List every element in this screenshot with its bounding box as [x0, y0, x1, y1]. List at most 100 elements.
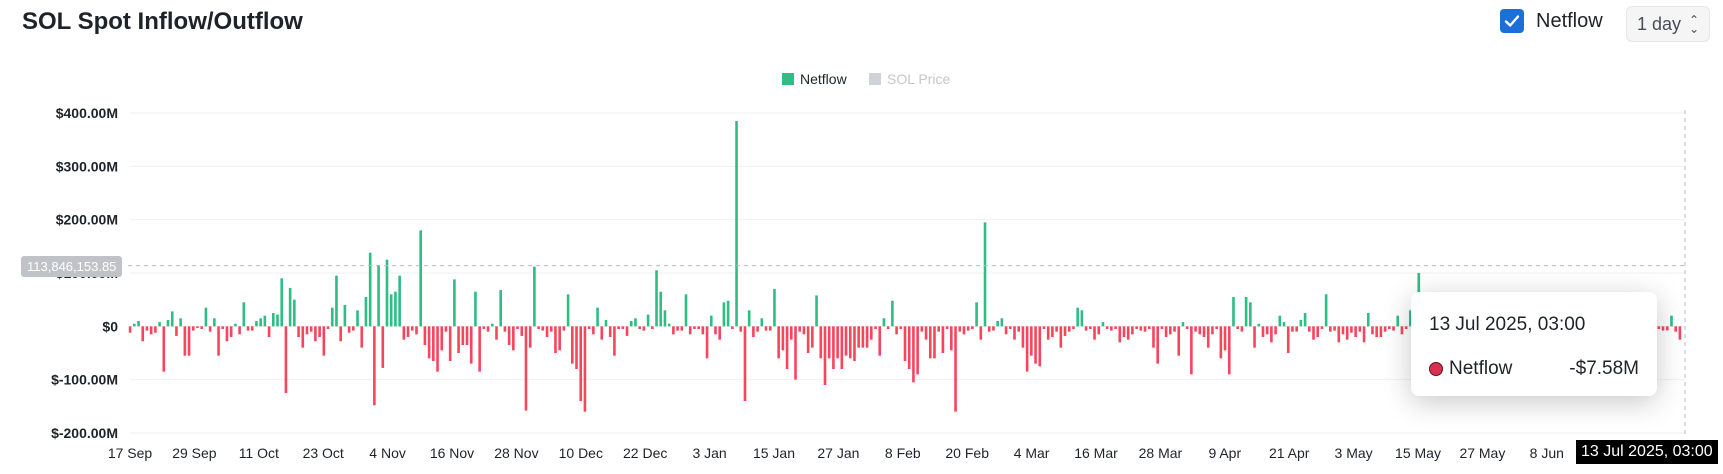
netflow-bar[interactable] [651, 326, 654, 329]
netflow-bar[interactable] [1249, 302, 1252, 327]
netflow-bar[interactable] [512, 326, 515, 351]
netflow-bar[interactable] [617, 326, 620, 329]
netflow-bar[interactable] [141, 326, 145, 342]
netflow-bar[interactable] [1282, 322, 1286, 327]
netflow-bar[interactable] [1030, 326, 1033, 356]
netflow-bar[interactable] [920, 326, 924, 332]
netflow-bar[interactable] [1000, 318, 1004, 327]
netflow-bar[interactable] [874, 326, 877, 329]
netflow-bar[interactable] [1126, 326, 1130, 340]
netflow-bar[interactable] [133, 323, 136, 327]
netflow-bar[interactable] [330, 307, 334, 327]
netflow-bar[interactable] [217, 326, 220, 356]
netflow-bar[interactable] [398, 275, 401, 327]
netflow-bar[interactable] [705, 326, 709, 359]
netflow-bar[interactable] [583, 326, 587, 412]
netflow-bar[interactable] [1185, 326, 1189, 329]
netflow-bar[interactable] [1329, 326, 1332, 332]
netflow-bar[interactable] [436, 326, 439, 372]
netflow-bar[interactable] [533, 266, 536, 327]
netflow-bar[interactable] [853, 326, 856, 361]
netflow-bar[interactable] [415, 326, 418, 335]
netflow-bar[interactable] [318, 326, 321, 337]
netflow-bar[interactable] [1173, 326, 1176, 332]
netflow-bar[interactable] [634, 318, 637, 327]
netflow-bar[interactable] [554, 326, 557, 353]
netflow-bar[interactable] [1354, 326, 1357, 337]
netflow-bar[interactable] [191, 326, 195, 331]
netflow-bar[interactable] [823, 326, 827, 385]
netflow-bar[interactable] [596, 307, 599, 327]
netflow-bar[interactable] [444, 326, 448, 332]
netflow-bar[interactable] [250, 326, 254, 331]
netflow-bar[interactable] [1122, 326, 1126, 337]
netflow-bar[interactable] [524, 326, 528, 411]
netflow-bar[interactable] [385, 259, 389, 327]
netflow-bar[interactable] [1657, 326, 1661, 329]
netflow-bar[interactable] [811, 326, 814, 348]
netflow-bar[interactable] [1147, 326, 1151, 329]
netflow-bar[interactable] [1025, 326, 1029, 372]
netflow-bar[interactable] [1143, 326, 1147, 332]
netflow-bar[interactable] [183, 326, 187, 356]
netflow-bar[interactable] [937, 326, 940, 332]
netflow-bar[interactable] [440, 326, 444, 351]
netflow-bar[interactable] [726, 300, 730, 327]
netflow-bar[interactable] [478, 326, 481, 372]
netflow-bar[interactable] [735, 121, 738, 327]
netflow-bar[interactable] [1067, 326, 1071, 332]
netflow-bar[interactable] [1333, 326, 1336, 331]
netflow-bar[interactable] [474, 291, 477, 327]
netflow-bar[interactable] [954, 326, 957, 412]
netflow-bar[interactable] [267, 326, 271, 337]
netflow-bar[interactable] [773, 289, 776, 327]
netflow-bar[interactable] [625, 326, 629, 336]
netflow-bar[interactable] [802, 326, 806, 335]
netflow-bar[interactable] [326, 326, 330, 329]
netflow-bar[interactable] [389, 294, 393, 327]
netflow-bar[interactable] [1021, 326, 1025, 348]
netflow-bar[interactable] [760, 318, 764, 327]
netflow-bar[interactable] [1278, 315, 1282, 327]
netflow-bar[interactable] [368, 252, 372, 327]
netflow-bar[interactable] [1017, 326, 1021, 332]
netflow-bar[interactable] [360, 326, 364, 348]
netflow-bar[interactable] [432, 326, 435, 361]
netflow-bar[interactable] [667, 323, 671, 327]
netflow-bar[interactable] [895, 326, 898, 335]
netflow-bar[interactable] [756, 326, 759, 332]
netflow-bar[interactable] [777, 326, 780, 359]
netflow-bar[interactable] [1206, 326, 1210, 348]
netflow-bar[interactable] [364, 297, 368, 327]
netflow-bar[interactable] [495, 326, 498, 340]
netflow-bar[interactable] [520, 326, 524, 336]
netflow-bar[interactable] [971, 326, 974, 329]
netflow-bar[interactable] [423, 326, 427, 345]
netflow-bar[interactable] [1661, 326, 1665, 331]
netflow-bar[interactable] [1034, 326, 1037, 364]
netflow-bar[interactable] [347, 326, 351, 333]
netflow-bar[interactable] [832, 326, 835, 369]
netflow-bar[interactable] [1375, 326, 1378, 337]
netflow-bar[interactable] [1219, 326, 1223, 359]
netflow-bar[interactable] [154, 326, 157, 333]
netflow-bar[interactable] [158, 322, 161, 327]
netflow-bar[interactable] [562, 326, 566, 331]
netflow-bar[interactable] [857, 326, 860, 348]
netflow-bar[interactable] [646, 314, 650, 327]
netflow-bar[interactable] [587, 326, 591, 329]
netflow-bar[interactable] [962, 326, 966, 335]
netflow-bar[interactable] [663, 310, 667, 327]
netflow-bar[interactable] [688, 326, 692, 335]
netflow-bar[interactable] [196, 326, 199, 328]
netflow-bar[interactable] [1232, 297, 1235, 327]
netflow-bar[interactable] [1089, 326, 1092, 329]
netflow-bar[interactable] [263, 315, 267, 327]
netflow-bar[interactable] [743, 326, 747, 401]
netflow-bar[interactable] [1316, 326, 1320, 337]
netflow-bar[interactable] [394, 291, 397, 327]
netflow-bar[interactable] [659, 291, 663, 327]
netflow-bar[interactable] [1080, 310, 1084, 327]
netflow-bar[interactable] [1303, 313, 1307, 327]
netflow-bar[interactable] [1396, 315, 1400, 327]
